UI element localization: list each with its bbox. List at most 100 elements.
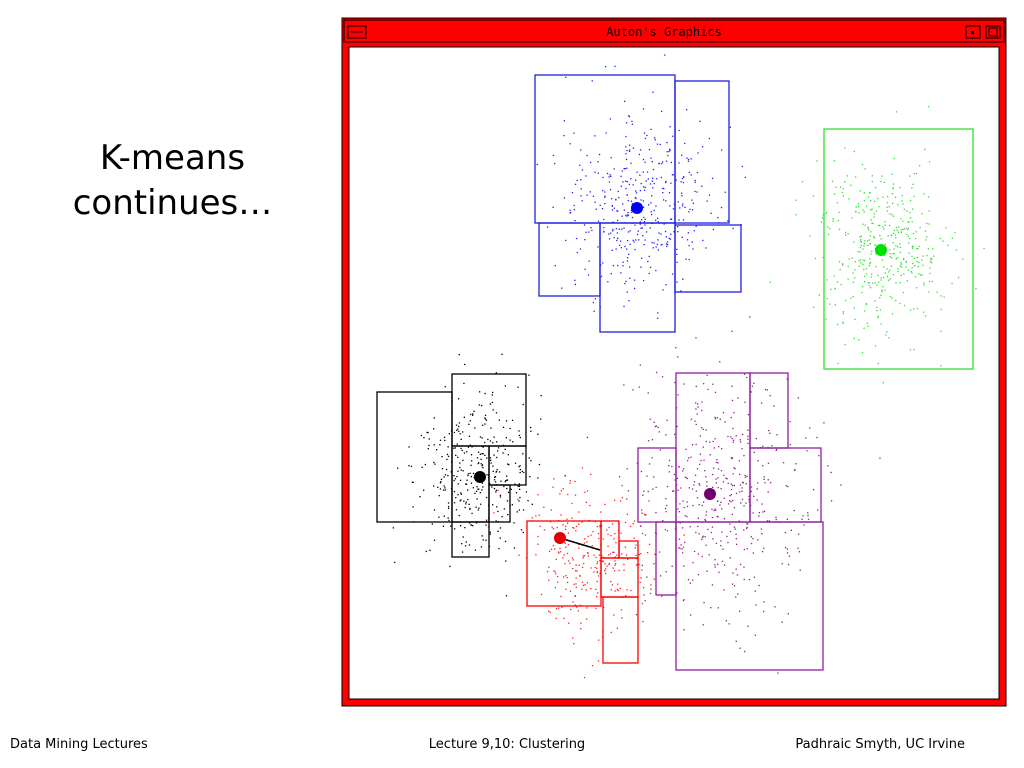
point bbox=[897, 246, 899, 248]
point bbox=[926, 254, 928, 257]
point bbox=[623, 384, 625, 386]
point bbox=[922, 311, 925, 313]
point bbox=[657, 312, 659, 314]
point bbox=[686, 501, 688, 503]
point bbox=[665, 180, 667, 183]
point bbox=[702, 535, 704, 537]
point bbox=[903, 257, 905, 260]
point bbox=[557, 581, 559, 583]
point bbox=[870, 209, 872, 211]
point bbox=[621, 496, 623, 499]
point bbox=[695, 490, 697, 492]
point bbox=[862, 263, 864, 266]
point bbox=[546, 571, 549, 573]
point bbox=[522, 531, 524, 534]
point bbox=[453, 475, 455, 477]
point bbox=[743, 529, 745, 531]
point bbox=[720, 545, 722, 547]
point bbox=[474, 549, 477, 551]
point bbox=[724, 191, 726, 193]
point bbox=[731, 583, 734, 585]
point bbox=[665, 284, 667, 286]
point bbox=[695, 423, 697, 426]
point bbox=[702, 146, 704, 148]
point bbox=[870, 219, 872, 221]
point bbox=[955, 249, 958, 251]
point bbox=[847, 233, 849, 235]
point bbox=[602, 189, 604, 192]
point bbox=[574, 494, 577, 496]
point bbox=[928, 210, 930, 212]
point bbox=[507, 514, 509, 516]
point bbox=[628, 183, 630, 185]
point bbox=[983, 247, 985, 250]
point bbox=[441, 468, 444, 470]
point bbox=[649, 592, 652, 594]
point bbox=[693, 230, 695, 232]
point bbox=[457, 470, 459, 472]
point bbox=[552, 154, 555, 156]
point bbox=[467, 498, 469, 501]
point bbox=[867, 226, 869, 229]
point bbox=[454, 528, 456, 530]
point bbox=[629, 230, 631, 232]
point bbox=[786, 552, 789, 554]
point bbox=[642, 621, 644, 623]
point bbox=[805, 437, 807, 439]
point bbox=[906, 210, 908, 212]
point bbox=[903, 208, 905, 210]
point bbox=[555, 558, 557, 561]
point bbox=[669, 148, 671, 150]
point bbox=[554, 162, 556, 165]
point bbox=[465, 483, 468, 485]
point bbox=[586, 154, 588, 157]
point bbox=[715, 509, 717, 511]
point bbox=[913, 195, 915, 197]
point bbox=[718, 446, 720, 448]
point bbox=[928, 223, 930, 225]
point bbox=[730, 416, 732, 419]
point bbox=[642, 206, 645, 208]
point bbox=[714, 418, 717, 420]
point bbox=[624, 546, 626, 548]
point bbox=[884, 289, 886, 291]
point bbox=[676, 281, 678, 283]
point bbox=[495, 489, 497, 491]
point bbox=[615, 248, 617, 250]
point bbox=[685, 258, 687, 260]
point bbox=[595, 607, 597, 610]
point bbox=[776, 434, 778, 436]
point bbox=[575, 564, 577, 566]
point bbox=[771, 445, 773, 447]
point bbox=[860, 244, 862, 247]
point bbox=[525, 491, 528, 493]
point bbox=[912, 262, 914, 265]
point bbox=[763, 510, 766, 512]
point bbox=[626, 589, 628, 591]
point bbox=[611, 584, 613, 586]
point bbox=[848, 258, 850, 260]
point bbox=[622, 261, 624, 263]
point bbox=[717, 477, 719, 479]
point bbox=[536, 163, 538, 166]
point bbox=[670, 182, 672, 184]
point bbox=[433, 444, 435, 446]
point bbox=[695, 225, 697, 227]
point bbox=[646, 134, 648, 137]
point bbox=[883, 266, 885, 268]
point bbox=[732, 473, 734, 475]
point bbox=[464, 506, 466, 509]
point bbox=[612, 221, 614, 223]
point bbox=[795, 463, 797, 465]
point bbox=[581, 588, 583, 590]
point bbox=[911, 187, 913, 189]
point bbox=[830, 500, 833, 502]
point bbox=[924, 230, 927, 232]
point bbox=[641, 569, 643, 571]
point bbox=[518, 466, 520, 468]
point bbox=[708, 137, 710, 140]
point bbox=[798, 551, 800, 553]
point bbox=[913, 349, 915, 351]
point bbox=[458, 398, 460, 400]
point bbox=[884, 272, 886, 274]
